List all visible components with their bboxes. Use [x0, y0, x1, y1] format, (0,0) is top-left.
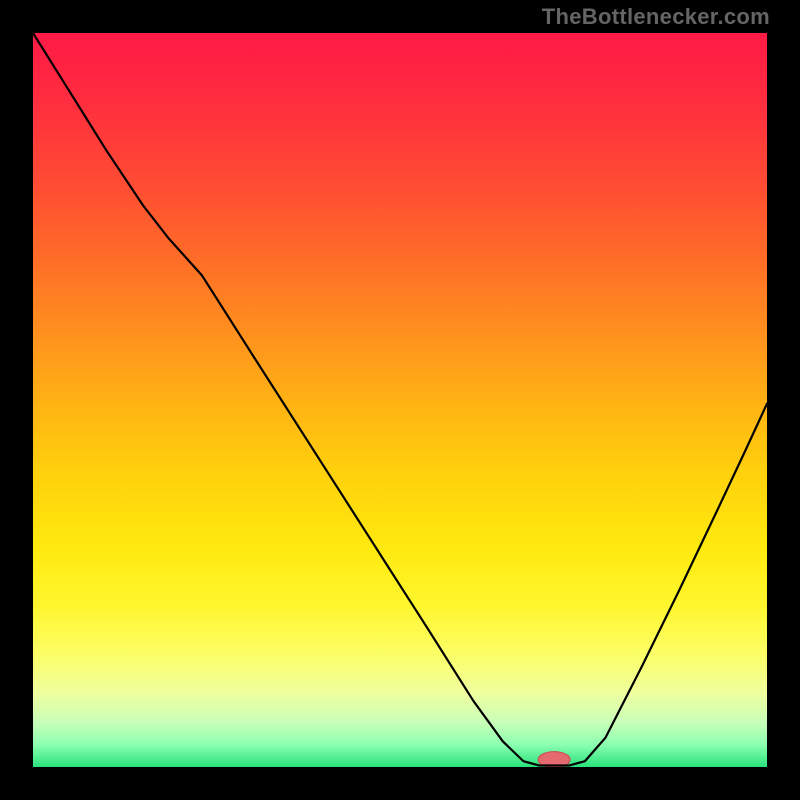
watermark-text: TheBottlenecker.com [542, 4, 770, 30]
bottleneck-chart [33, 33, 767, 767]
chart-gradient-background [33, 33, 767, 767]
